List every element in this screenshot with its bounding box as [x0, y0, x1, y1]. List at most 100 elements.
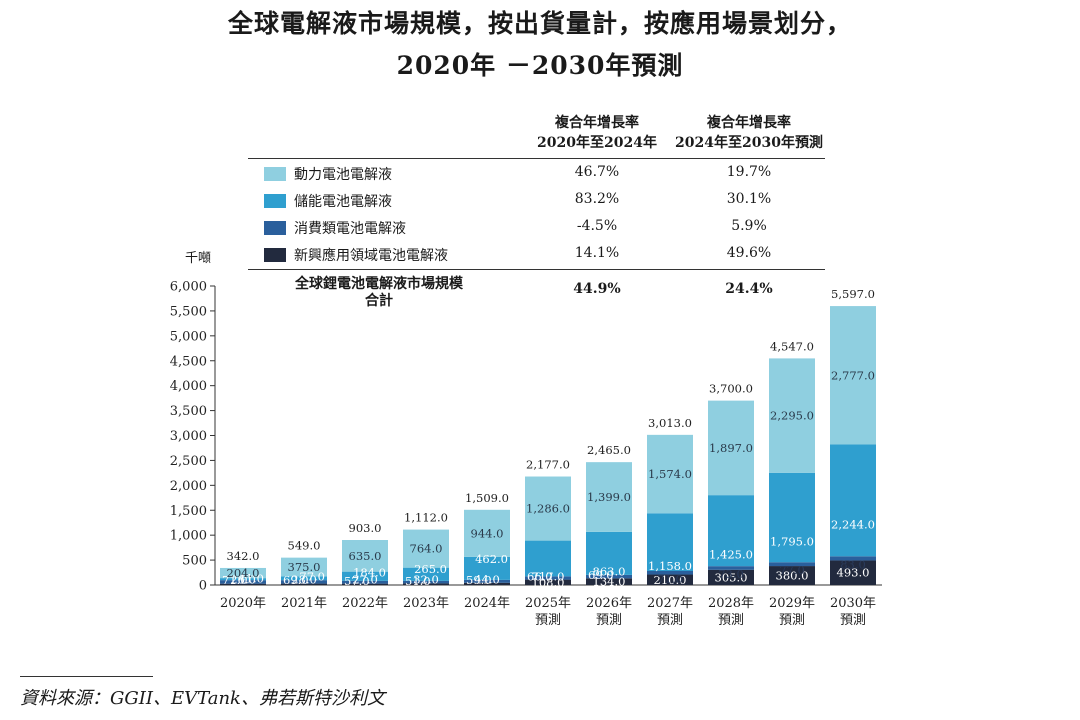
segment-value-label: 26.0 [230, 573, 256, 587]
bar-segment [281, 576, 327, 581]
chart-title-line1: 全球電解液市場規模，按出貨量計，按應用場景划分， [227, 9, 852, 38]
segment-value-label: 71.0 [222, 573, 248, 587]
bar-segment [647, 574, 693, 585]
legend-cagr1-emerging: 14.1% [574, 245, 620, 261]
segment-value-label: 69.0 [283, 573, 309, 587]
segment-value-label: 944.0 [471, 526, 504, 540]
y-tick-label: 2,000 [170, 479, 207, 494]
bar-total-label: 549.0 [288, 539, 321, 553]
bar-segment [403, 567, 449, 581]
legend-cagr2-emerging: 49.6% [726, 245, 772, 261]
segment-value-label: 2,777.0 [831, 368, 875, 382]
segment-value-label: 69.0 [588, 568, 614, 582]
cagr-header-2020-2024-line1: 複合年增長率 [555, 115, 639, 131]
x-category-label: 2020年 [220, 596, 266, 611]
bar-segment [525, 576, 571, 580]
bar-segment [220, 578, 266, 581]
bar-total-label: 4,547.0 [770, 339, 814, 353]
y-tick-label: 1,000 [170, 529, 207, 544]
segment-value-label: 305.0 [715, 570, 748, 584]
table-middle-rule [248, 269, 825, 270]
x-category-label: 2021年 [281, 596, 327, 611]
legend-swatch-emerging [264, 248, 286, 262]
segment-value-label: 717.0 [532, 569, 565, 583]
total-row-label-line1: 全球鋰電池電解液市場規模 [295, 276, 463, 292]
y-tick-label: 500 [182, 554, 207, 569]
legend-swatch-power [264, 167, 286, 181]
segment-value-label: 764.0 [410, 542, 443, 556]
y-tick-label: 1,500 [170, 504, 207, 519]
bar-segment [281, 583, 327, 585]
segment-value-label: 2,244.0 [831, 517, 875, 531]
segment-value-label: 66.0 [527, 569, 553, 583]
bar-segment [220, 567, 266, 579]
segment-value-label: 493.0 [837, 566, 870, 580]
legend-label-storage: 儲能電池電解液 [294, 194, 392, 210]
segment-value-label: 71.0 [657, 572, 683, 586]
bar-segment [403, 583, 449, 585]
total-cagr2: 24.4% [725, 281, 773, 297]
y-tick-label: 4,000 [170, 379, 207, 394]
bar-segment [586, 578, 632, 585]
bar-segment [586, 462, 632, 532]
bar-segment [830, 444, 876, 557]
segment-value-label: 210.0 [654, 573, 687, 587]
cagr-header-2024-2030-line1: 複合年增長率 [707, 115, 791, 131]
bar-segment [769, 358, 815, 473]
y-tick-label: 3,500 [170, 404, 207, 419]
bar-segment [342, 580, 388, 584]
segment-value-label: 73.0 [718, 567, 744, 581]
total-row-label-line2: 合計 [365, 293, 393, 309]
bar-segment [342, 540, 388, 572]
legend-cagr1-power: 46.7% [574, 164, 620, 180]
segment-value-label: 1,795.0 [770, 535, 814, 549]
x-category-label: 2029年 [769, 596, 815, 611]
bar-segment [281, 557, 327, 577]
bar-segment [708, 400, 754, 496]
bar-total-label: 2,465.0 [587, 443, 631, 457]
x-category-label: 預測 [779, 613, 805, 628]
segment-value-label: 41.0 [238, 571, 264, 585]
x-category-label: 2023年 [403, 596, 449, 611]
segment-value-label: 44.0 [474, 573, 500, 587]
bar-segment [708, 566, 754, 570]
bar-segment [464, 509, 510, 557]
segment-value-label: 635.0 [349, 549, 382, 563]
legend-cagr2-storage: 30.1% [726, 191, 772, 207]
bar-segment [647, 570, 693, 575]
x-category-label: 預測 [840, 613, 866, 628]
segment-value-label: 59.0 [466, 573, 492, 587]
legend-label-emerging: 新興應用領域電池電解液 [294, 248, 448, 264]
x-category-label: 2026年 [586, 596, 632, 611]
source-rule [20, 676, 153, 677]
segment-value-label: 83.0 [840, 557, 866, 571]
bar-segment [342, 571, 388, 581]
legend-cagr1-storage: 83.2% [574, 191, 620, 207]
bar-segment [464, 579, 510, 583]
bar-segment [525, 579, 571, 585]
bar-segment [281, 580, 327, 584]
x-category-label: 2025年 [525, 596, 571, 611]
bar-total-label: 1,509.0 [465, 491, 509, 505]
y-tick-label: 4,500 [170, 354, 207, 369]
table-header-rule [248, 158, 825, 159]
segment-value-label: 1,897.0 [709, 441, 753, 455]
segment-value-label: 863.0 [593, 564, 626, 578]
bar-segment [586, 574, 632, 579]
segment-value-label: 2,295.0 [770, 409, 814, 423]
bar-segment [769, 472, 815, 563]
segment-value-label: 265.0 [414, 562, 447, 576]
segment-value-label: 27.0 [352, 573, 378, 587]
y-tick-label: 0 [199, 579, 207, 594]
segment-value-label: 134.0 [593, 575, 626, 589]
x-category-label: 預測 [718, 613, 744, 628]
y-axis-unit-label: 千噸 [185, 251, 212, 266]
legend-swatch-storage [264, 194, 286, 208]
bar-total-label: 2,177.0 [526, 458, 570, 472]
chart-title-line2: 2020年 －2030年預測 [396, 51, 684, 80]
segment-value-label: 32.0 [413, 573, 439, 587]
total-cagr1: 44.9% [573, 281, 621, 297]
y-tick-label: 5,000 [170, 329, 207, 344]
bar-segment [403, 529, 449, 568]
